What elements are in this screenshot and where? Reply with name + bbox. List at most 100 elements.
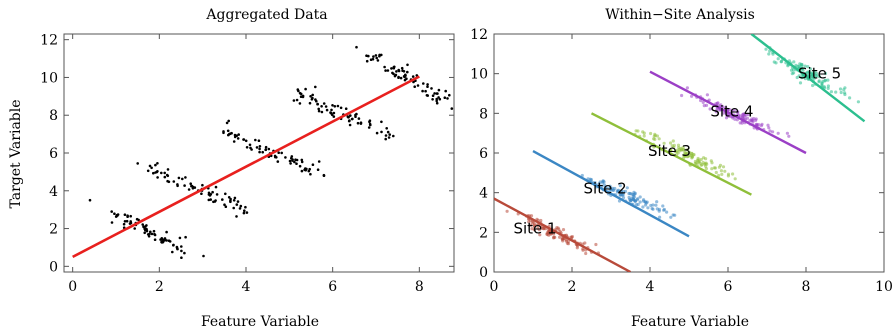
site-point: [616, 189, 621, 193]
site-point: [618, 184, 622, 188]
site-point: [575, 246, 579, 250]
data-point: [110, 221, 114, 224]
panel-aggregated: Aggregated Data 0 2 4 6 8 0 2 4 6 8 10 12 Feature V…: [8, 7, 455, 330]
site-point: [527, 220, 531, 224]
site-point: [779, 59, 784, 64]
data-point: [395, 70, 398, 73]
site-point: [809, 67, 813, 71]
site-point: [823, 71, 828, 76]
site-point: [699, 157, 703, 162]
data-point: [424, 89, 427, 93]
left-ticks: 0 2 4 6 8 0 2 4 6 8 10 12: [40, 33, 454, 295]
site-point: [848, 96, 852, 100]
site-point: [721, 165, 726, 169]
site-point: [710, 167, 714, 171]
data-point: [135, 217, 139, 221]
data-point: [422, 82, 425, 85]
data-point: [148, 232, 151, 236]
right-ytick-label: 10: [470, 67, 488, 83]
data-point: [236, 200, 240, 203]
site-label: Site 3: [648, 142, 691, 160]
right-site-labels: Site 1 Site 2 Site 3 Site 4 Site 5: [513, 65, 841, 238]
data-point: [275, 156, 278, 159]
data-point: [123, 213, 127, 216]
site-point: [529, 214, 534, 218]
site-label: Site 5: [798, 65, 841, 83]
site-point: [826, 86, 830, 90]
site-point: [676, 151, 680, 155]
site-point: [702, 104, 706, 108]
site-point: [774, 61, 778, 65]
data-point: [180, 249, 183, 253]
site-point: [719, 169, 724, 173]
data-point: [303, 168, 306, 172]
right-ytick-label: 8: [479, 106, 488, 122]
site-label: Site 2: [584, 180, 627, 198]
site-point: [538, 233, 542, 237]
site-point: [771, 130, 775, 134]
site-point: [642, 134, 646, 138]
site-point: [795, 75, 799, 80]
data-point: [145, 229, 149, 233]
site-point: [731, 172, 735, 176]
data-point: [258, 147, 261, 151]
data-point: [230, 131, 233, 135]
data-point: [212, 200, 215, 204]
site-point: [822, 85, 826, 89]
site-fit-line: [532, 149, 690, 238]
data-point: [347, 119, 351, 123]
data-point: [295, 98, 299, 102]
data-point: [446, 97, 449, 100]
data-point: [392, 65, 396, 69]
site-point: [662, 208, 666, 212]
data-point: [153, 238, 157, 241]
site-point: [641, 205, 645, 209]
site-point: [633, 199, 637, 203]
data-point: [325, 108, 329, 112]
data-point: [233, 196, 237, 200]
data-point: [129, 221, 133, 225]
data-point: [143, 227, 146, 231]
site-point: [556, 226, 560, 230]
data-point: [214, 185, 218, 189]
site-point: [735, 118, 739, 122]
site-point: [623, 189, 628, 193]
site-point: [642, 131, 646, 135]
data-point: [292, 99, 296, 102]
data-point: [367, 126, 371, 129]
site-point: [720, 172, 724, 176]
right-xtick-label: 4: [646, 279, 655, 295]
site-point: [732, 108, 736, 112]
left-ytick-label: 12: [40, 33, 58, 49]
data-point: [332, 111, 336, 115]
data-point: [388, 133, 392, 136]
left-ytick-label: 0: [49, 259, 58, 275]
data-point: [437, 96, 440, 99]
site-point: [661, 204, 665, 208]
data-point: [411, 75, 415, 78]
data-point: [322, 174, 326, 177]
data-point: [184, 176, 187, 179]
data-point: [147, 235, 151, 238]
site-point: [767, 126, 771, 130]
data-point: [333, 105, 337, 108]
data-point: [404, 74, 407, 77]
site-point: [505, 209, 509, 213]
title-aggregated: Aggregated Data: [205, 7, 327, 23]
data-point: [248, 143, 252, 147]
site-point: [552, 232, 556, 236]
data-point: [374, 54, 378, 57]
site-point: [634, 129, 638, 133]
data-point: [448, 93, 451, 97]
site-point: [669, 215, 673, 219]
data-point: [369, 58, 373, 61]
site-point: [644, 203, 648, 207]
data-point: [430, 87, 433, 90]
data-point: [372, 55, 375, 58]
data-point: [148, 164, 152, 168]
data-point: [412, 80, 415, 84]
right-xtick-label: 2: [568, 279, 577, 295]
right-xtick-label: 10: [875, 279, 893, 295]
data-point: [298, 102, 302, 105]
data-point: [435, 101, 439, 105]
